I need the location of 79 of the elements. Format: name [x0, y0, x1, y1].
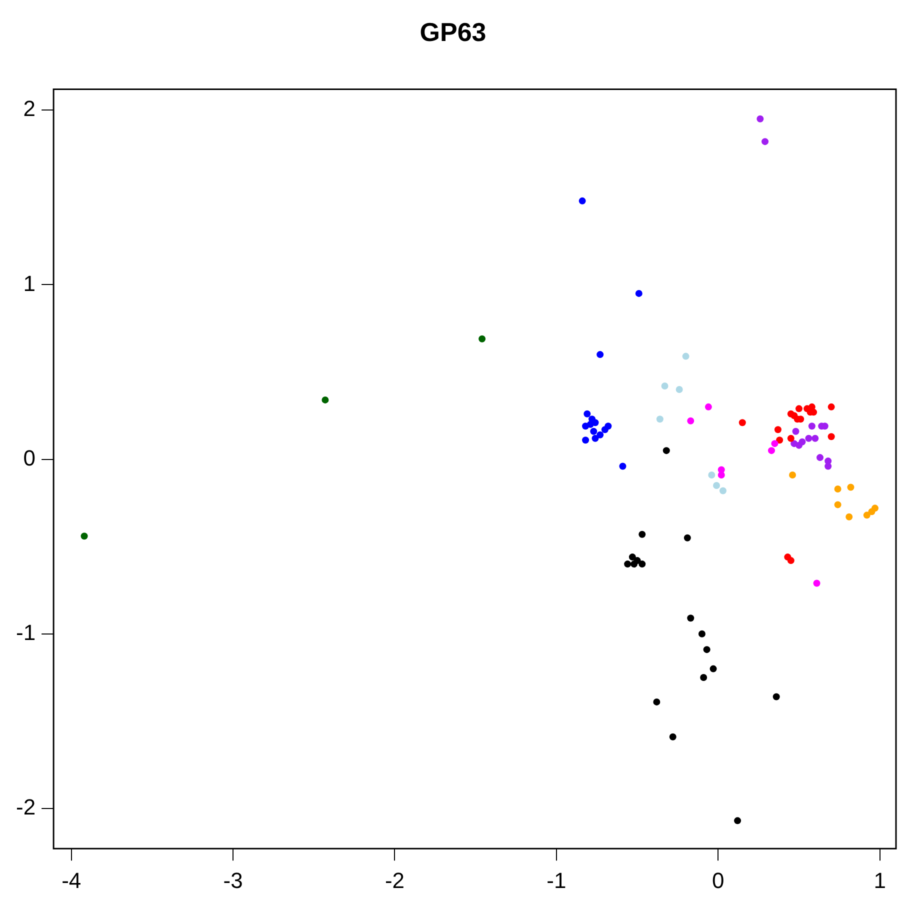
point [713, 482, 720, 489]
point [676, 386, 683, 393]
point [787, 434, 794, 442]
point [718, 472, 725, 479]
point [828, 403, 835, 410]
point [582, 436, 590, 444]
point [698, 630, 706, 638]
y-tick-label: 2 [23, 96, 36, 122]
point [584, 410, 591, 418]
point [824, 462, 832, 470]
y-tick-label: -1 [16, 620, 36, 645]
point [847, 484, 854, 491]
point [635, 290, 642, 297]
point [787, 557, 794, 564]
point [774, 426, 782, 434]
point [703, 646, 710, 654]
point [638, 560, 646, 568]
point [768, 447, 775, 454]
point [656, 416, 664, 423]
point [792, 428, 800, 435]
point [682, 352, 690, 360]
point [846, 513, 853, 520]
point [812, 434, 819, 442]
point [638, 530, 646, 538]
point [578, 197, 586, 204]
y-tick-label: -2 [16, 794, 36, 820]
chart-title: GP63 [420, 16, 486, 47]
point [734, 817, 742, 824]
point [322, 396, 329, 404]
point [653, 698, 660, 706]
x-tick-label: -1 [546, 868, 566, 893]
point [789, 472, 796, 479]
x-tick-label: -3 [223, 868, 243, 893]
point [704, 403, 712, 410]
point [795, 442, 802, 449]
point [601, 426, 608, 434]
point [700, 674, 708, 682]
point [863, 512, 870, 519]
point [478, 335, 486, 342]
y-tick-label: 0 [23, 445, 36, 470]
point [816, 454, 824, 462]
point [619, 462, 626, 470]
y-tick-label: 1 [23, 270, 36, 296]
point [738, 419, 746, 426]
x-tick-label: -2 [384, 868, 405, 893]
point [590, 428, 598, 435]
point [628, 554, 636, 561]
point [669, 733, 676, 740]
point [687, 614, 694, 622]
point [871, 504, 878, 512]
point [719, 487, 726, 494]
point [684, 534, 691, 542]
point [596, 351, 604, 358]
point [776, 436, 784, 444]
point [687, 417, 694, 424]
point [586, 420, 594, 428]
point [805, 434, 812, 442]
point [592, 434, 599, 442]
point [662, 447, 670, 454]
point [834, 501, 842, 508]
x-tick-label: 0 [712, 868, 724, 893]
point [596, 431, 604, 438]
point [771, 440, 778, 448]
point [795, 405, 802, 412]
point [661, 382, 668, 390]
point [80, 532, 88, 540]
point [624, 560, 632, 568]
point [756, 115, 764, 122]
point [710, 665, 717, 672]
point [828, 433, 835, 440]
x-tick-label: -4 [62, 868, 82, 893]
point [708, 472, 716, 479]
point [813, 580, 820, 587]
point [808, 422, 816, 430]
point [772, 693, 780, 700]
point [762, 138, 769, 146]
point [834, 485, 842, 492]
x-tick-label: 1 [874, 868, 886, 893]
point [630, 560, 638, 568]
